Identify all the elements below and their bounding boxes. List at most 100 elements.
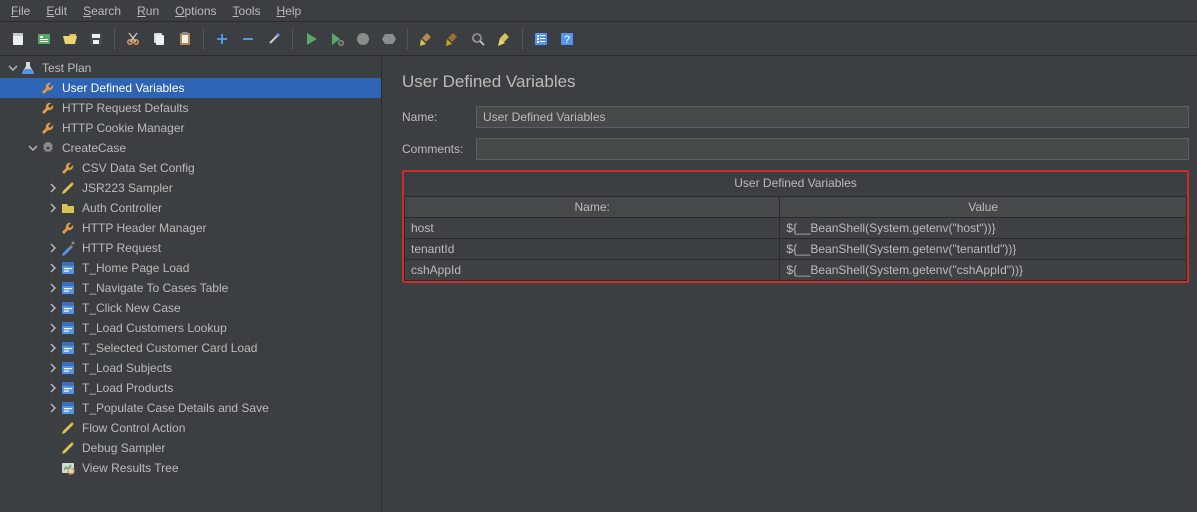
- open-icon[interactable]: [58, 27, 82, 51]
- tree-node-t2[interactable]: T_Navigate To Cases Table: [0, 278, 381, 298]
- table-row[interactable]: tenantId${__BeanShell(System.getenv("ten…: [405, 239, 1187, 260]
- cell-name[interactable]: tenantId: [405, 239, 780, 260]
- tree-node-csv[interactable]: CSV Data Set Config: [0, 158, 381, 178]
- toolbar-separator: [292, 28, 293, 50]
- copy-icon[interactable]: [147, 27, 171, 51]
- twisty-icon: [46, 461, 60, 475]
- cell-value[interactable]: ${__BeanShell(System.getenv("cshAppId"))…: [780, 260, 1187, 281]
- name-row: Name:: [402, 106, 1189, 128]
- templates-icon[interactable]: [32, 27, 56, 51]
- tree-node-udv[interactable]: User Defined Variables: [0, 78, 381, 98]
- twisty-icon: [46, 381, 60, 395]
- clear-search-icon[interactable]: [414, 27, 438, 51]
- pipette-icon: [60, 240, 76, 256]
- menu-edit[interactable]: Edit: [39, 3, 74, 19]
- comments-input[interactable]: [476, 138, 1189, 160]
- tree-node-t8[interactable]: T_Populate Case Details and Save: [0, 398, 381, 418]
- tree-node-t5[interactable]: T_Selected Customer Card Load: [0, 338, 381, 358]
- new-icon[interactable]: [6, 27, 30, 51]
- pencil-icon: [60, 440, 76, 456]
- run-icon[interactable]: [299, 27, 323, 51]
- tree-node-t6[interactable]: T_Load Subjects: [0, 358, 381, 378]
- run-no-timers-icon[interactable]: [325, 27, 349, 51]
- variables-grid[interactable]: Name: Value host${__BeanShell(System.get…: [404, 196, 1187, 281]
- tree-label: JSR223 Sampler: [82, 178, 173, 198]
- tree-node-create-case[interactable]: CreateCase: [0, 138, 381, 158]
- tree-label: T_Home Page Load: [82, 258, 189, 278]
- table-row[interactable]: host${__BeanShell(System.getenv("host"))…: [405, 218, 1187, 239]
- tree-node-t7[interactable]: T_Load Products: [0, 378, 381, 398]
- cell-value[interactable]: ${__BeanShell(System.getenv("tenantId"))…: [780, 239, 1187, 260]
- menu-run[interactable]: Run: [130, 3, 166, 19]
- folder-icon: [60, 200, 76, 216]
- twisty-icon: [26, 101, 40, 115]
- tree-node-header-mgr[interactable]: HTTP Header Manager: [0, 218, 381, 238]
- shutdown-icon[interactable]: [377, 27, 401, 51]
- toolbar: [0, 22, 1197, 56]
- txn-icon: [60, 280, 76, 296]
- pencil-icon: [60, 420, 76, 436]
- grid-header-value[interactable]: Value: [780, 197, 1187, 218]
- tree-label: Auth Controller: [82, 198, 162, 218]
- help-tree-icon[interactable]: [529, 27, 553, 51]
- tree-node-t1[interactable]: T_Home Page Load: [0, 258, 381, 278]
- tree-node-http-defaults[interactable]: HTTP Request Defaults: [0, 98, 381, 118]
- twisty-icon: [46, 281, 60, 295]
- tree-label: CreateCase: [62, 138, 126, 158]
- minus-icon[interactable]: [236, 27, 260, 51]
- menu-options[interactable]: Options: [168, 3, 223, 19]
- tree-pane: Test PlanUser Defined VariablesHTTP Requ…: [0, 56, 382, 512]
- tree-label: CSV Data Set Config: [82, 158, 195, 178]
- twisty-icon: [46, 301, 60, 315]
- tree-label: T_Navigate To Cases Table: [82, 278, 228, 298]
- tree-node-jsr223[interactable]: JSR223 Sampler: [0, 178, 381, 198]
- cut-icon[interactable]: [121, 27, 145, 51]
- tree-label: Flow Control Action: [82, 418, 185, 438]
- twisty-icon: [46, 401, 60, 415]
- question-icon[interactable]: [555, 27, 579, 51]
- tree-label: T_Load Products: [82, 378, 173, 398]
- cell-name[interactable]: host: [405, 218, 780, 239]
- wand-icon[interactable]: [262, 27, 286, 51]
- menu-file[interactable]: File: [4, 3, 37, 19]
- wrench-icon: [60, 160, 76, 176]
- tree-node-t4[interactable]: T_Load Customers Lookup: [0, 318, 381, 338]
- tree-node-cookie-mgr[interactable]: HTTP Cookie Manager: [0, 118, 381, 138]
- tree-label: T_Populate Case Details and Save: [82, 398, 269, 418]
- txn-icon: [60, 360, 76, 376]
- stop-icon[interactable]: [351, 27, 375, 51]
- toolbar-separator: [522, 28, 523, 50]
- function-icon[interactable]: [492, 27, 516, 51]
- paste-icon[interactable]: [173, 27, 197, 51]
- menu-tools[interactable]: Tools: [226, 3, 268, 19]
- grid-header-name[interactable]: Name:: [405, 197, 780, 218]
- tree-node-results[interactable]: View Results Tree: [0, 458, 381, 478]
- txn-icon: [60, 300, 76, 316]
- menu-search[interactable]: Search: [76, 3, 128, 19]
- menu-help[interactable]: Help: [270, 3, 309, 19]
- tree-node-auth[interactable]: Auth Controller: [0, 198, 381, 218]
- table-row[interactable]: cshAppId${__BeanShell(System.getenv("csh…: [405, 260, 1187, 281]
- name-label: Name:: [402, 110, 476, 124]
- wrench-icon: [40, 80, 56, 96]
- tree-node-debug[interactable]: Debug Sampler: [0, 438, 381, 458]
- clear-all-icon[interactable]: [440, 27, 464, 51]
- tree-node-http-req[interactable]: HTTP Request: [0, 238, 381, 258]
- twisty-icon: [46, 421, 60, 435]
- search-icon[interactable]: [466, 27, 490, 51]
- tree-node-flow[interactable]: Flow Control Action: [0, 418, 381, 438]
- twisty-icon: [46, 241, 60, 255]
- cell-name[interactable]: cshAppId: [405, 260, 780, 281]
- twisty-icon: [46, 341, 60, 355]
- tree-node-test-plan[interactable]: Test Plan: [0, 58, 381, 78]
- twisty-icon: [46, 161, 60, 175]
- twisty-icon: [26, 121, 40, 135]
- tree-node-t3[interactable]: T_Click New Case: [0, 298, 381, 318]
- save-icon[interactable]: [84, 27, 108, 51]
- plus-icon[interactable]: [210, 27, 234, 51]
- cell-value[interactable]: ${__BeanShell(System.getenv("host"))}: [780, 218, 1187, 239]
- beaker-icon: [20, 60, 36, 76]
- tree-label: Test Plan: [42, 58, 91, 78]
- name-input[interactable]: [476, 106, 1189, 128]
- tree-label: HTTP Cookie Manager: [62, 118, 185, 138]
